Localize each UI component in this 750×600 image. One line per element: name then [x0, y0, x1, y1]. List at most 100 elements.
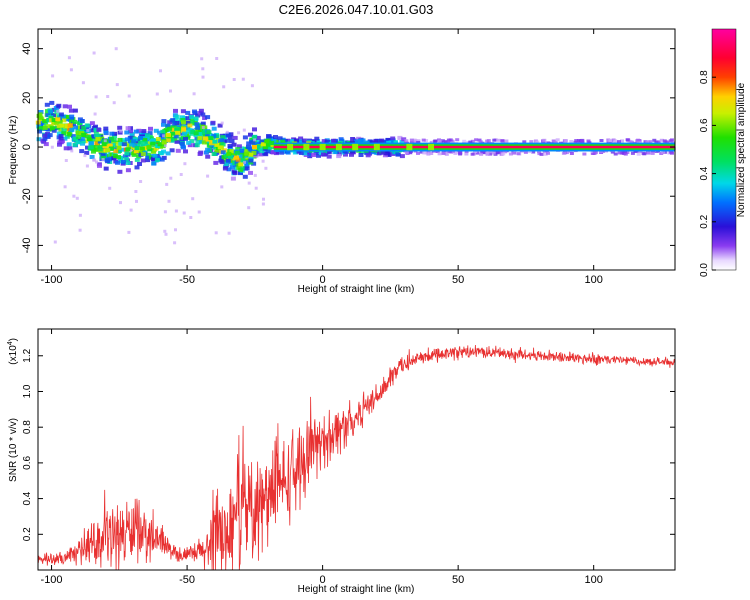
spectrogram-cell [470, 139, 475, 143]
spectrogram-cell [217, 123, 223, 128]
spectrogram-cell [53, 240, 57, 244]
spectrogram-cell [83, 154, 87, 158]
spectrogram-cell [401, 137, 407, 142]
spectrogram-cell [477, 138, 482, 142]
spectrogram-cell [56, 131, 62, 136]
spectrogram-cell [59, 139, 65, 144]
spectrogram-cell [56, 123, 62, 128]
spectrogram-cell [270, 150, 276, 155]
spectrogram-cell [79, 149, 85, 154]
spectrogram-cell [266, 134, 272, 139]
y-tick-label: 1.0 [22, 384, 33, 398]
spectrogram-cell [561, 151, 566, 155]
spectrogram-cell [189, 114, 195, 119]
spectrogram-cell [343, 152, 348, 157]
spectrogram-cell [173, 108, 178, 113]
spectrogram-cell [129, 142, 135, 147]
spectrogram-cell [630, 151, 635, 155]
spectrogram-cell [619, 151, 624, 155]
spectrogram-cell [63, 185, 67, 189]
spectrogram-cell [75, 140, 81, 145]
spectrogram-cell [58, 136, 64, 141]
spectrogram-cell [126, 143, 132, 148]
spectrogram-cell [174, 139, 180, 144]
spectrogram-cell [112, 131, 118, 136]
spectrogram-cell [48, 118, 54, 123]
spectrogram-cell [174, 228, 177, 232]
spectrogram-cell [231, 142, 237, 147]
spectrogram-cell [252, 127, 257, 132]
spectrogram-cell [321, 152, 326, 157]
spectrogram-cell [173, 134, 179, 139]
spectrogram-cell [56, 103, 62, 108]
spectrogram-cell [194, 143, 200, 148]
spectrogram-cell [157, 142, 163, 147]
spectrogram-cell [100, 153, 106, 158]
spectrogram-cell [117, 169, 123, 174]
spectrogram-cell [531, 150, 536, 154]
spectrogram-cell [94, 141, 100, 146]
spectrogram-cell [182, 123, 188, 128]
spectrogram-cell [422, 151, 427, 155]
spectrogram-cell [134, 146, 140, 151]
spectrogram-cell [202, 136, 208, 141]
spectrogram-cell [187, 143, 193, 148]
spectrogram-cell [246, 141, 252, 146]
spectrogram-cell [307, 152, 313, 157]
spectrogram-cell [636, 152, 641, 156]
spectrogram-cell [542, 138, 547, 142]
spectrogram-cell [143, 146, 149, 151]
spectrogram-cell [75, 196, 79, 200]
spectrogram-cell [150, 157, 156, 161]
spectrogram-cell [67, 123, 73, 128]
spectrogram-cell [186, 140, 192, 145]
spectrogram-cell [274, 150, 280, 155]
spectrogram-cell [116, 145, 122, 150]
spectrogram-cell [46, 127, 52, 132]
spectrogram-cell [419, 150, 424, 154]
spectrogram-cell [194, 122, 200, 127]
spectrogram-cell [608, 139, 613, 143]
spectrogram-cell [243, 149, 249, 154]
spectrogram-y-label: Frequency (Hz) [8, 116, 19, 185]
spectrogram-cell [78, 213, 82, 217]
spectrogram-cell [91, 137, 97, 142]
spectrogram-cell [200, 112, 206, 117]
spectrogram-cell [623, 150, 628, 154]
spectrogram-cell [661, 150, 666, 154]
spectrogram-cell [127, 94, 131, 98]
spectrogram-cell [225, 138, 231, 143]
spectrogram-cell [69, 127, 75, 132]
spectrogram-cell [316, 153, 321, 158]
spectrogram-cell [426, 152, 431, 156]
spectrogram-cell [97, 147, 103, 152]
spectrogram-cell [198, 108, 204, 113]
spectrogram-cell [314, 136, 320, 141]
spectrogram-cell [149, 138, 155, 143]
spectrogram-cell [535, 140, 540, 144]
spectrogram-cell [222, 85, 226, 89]
spectrogram-cell [116, 148, 122, 153]
spectrogram-cell [81, 133, 87, 137]
carrier-band-blob [287, 143, 294, 151]
spectrogram-cell [169, 176, 173, 180]
spectrogram-cell [227, 231, 231, 235]
spectrogram-x-label: Height of straight line (km) [298, 284, 415, 295]
spectrogram-cell [251, 150, 257, 155]
spectrogram-cell [546, 151, 550, 155]
spectrogram-cell [478, 140, 483, 144]
spectrogram-cell [261, 202, 265, 206]
spectrogram-cell [260, 142, 266, 147]
spectrogram-panel: -100 -50 0 50 100 -40 -20 0 20 40 Height of stra… [8, 28, 676, 295]
y-tick-label: 0.4 [22, 491, 33, 505]
spectrogram-cell [625, 138, 630, 142]
spectrogram-cell [610, 150, 615, 154]
spectrogram-cell [47, 133, 53, 138]
spectrogram-cell [180, 118, 186, 122]
spectrogram-cell [109, 136, 114, 141]
spectrogram-cell [553, 140, 558, 144]
spectrogram-cell [197, 152, 203, 156]
spectrogram-cell [148, 126, 153, 131]
spectrogram-cell [50, 145, 54, 149]
spectrogram-cell [147, 131, 153, 136]
